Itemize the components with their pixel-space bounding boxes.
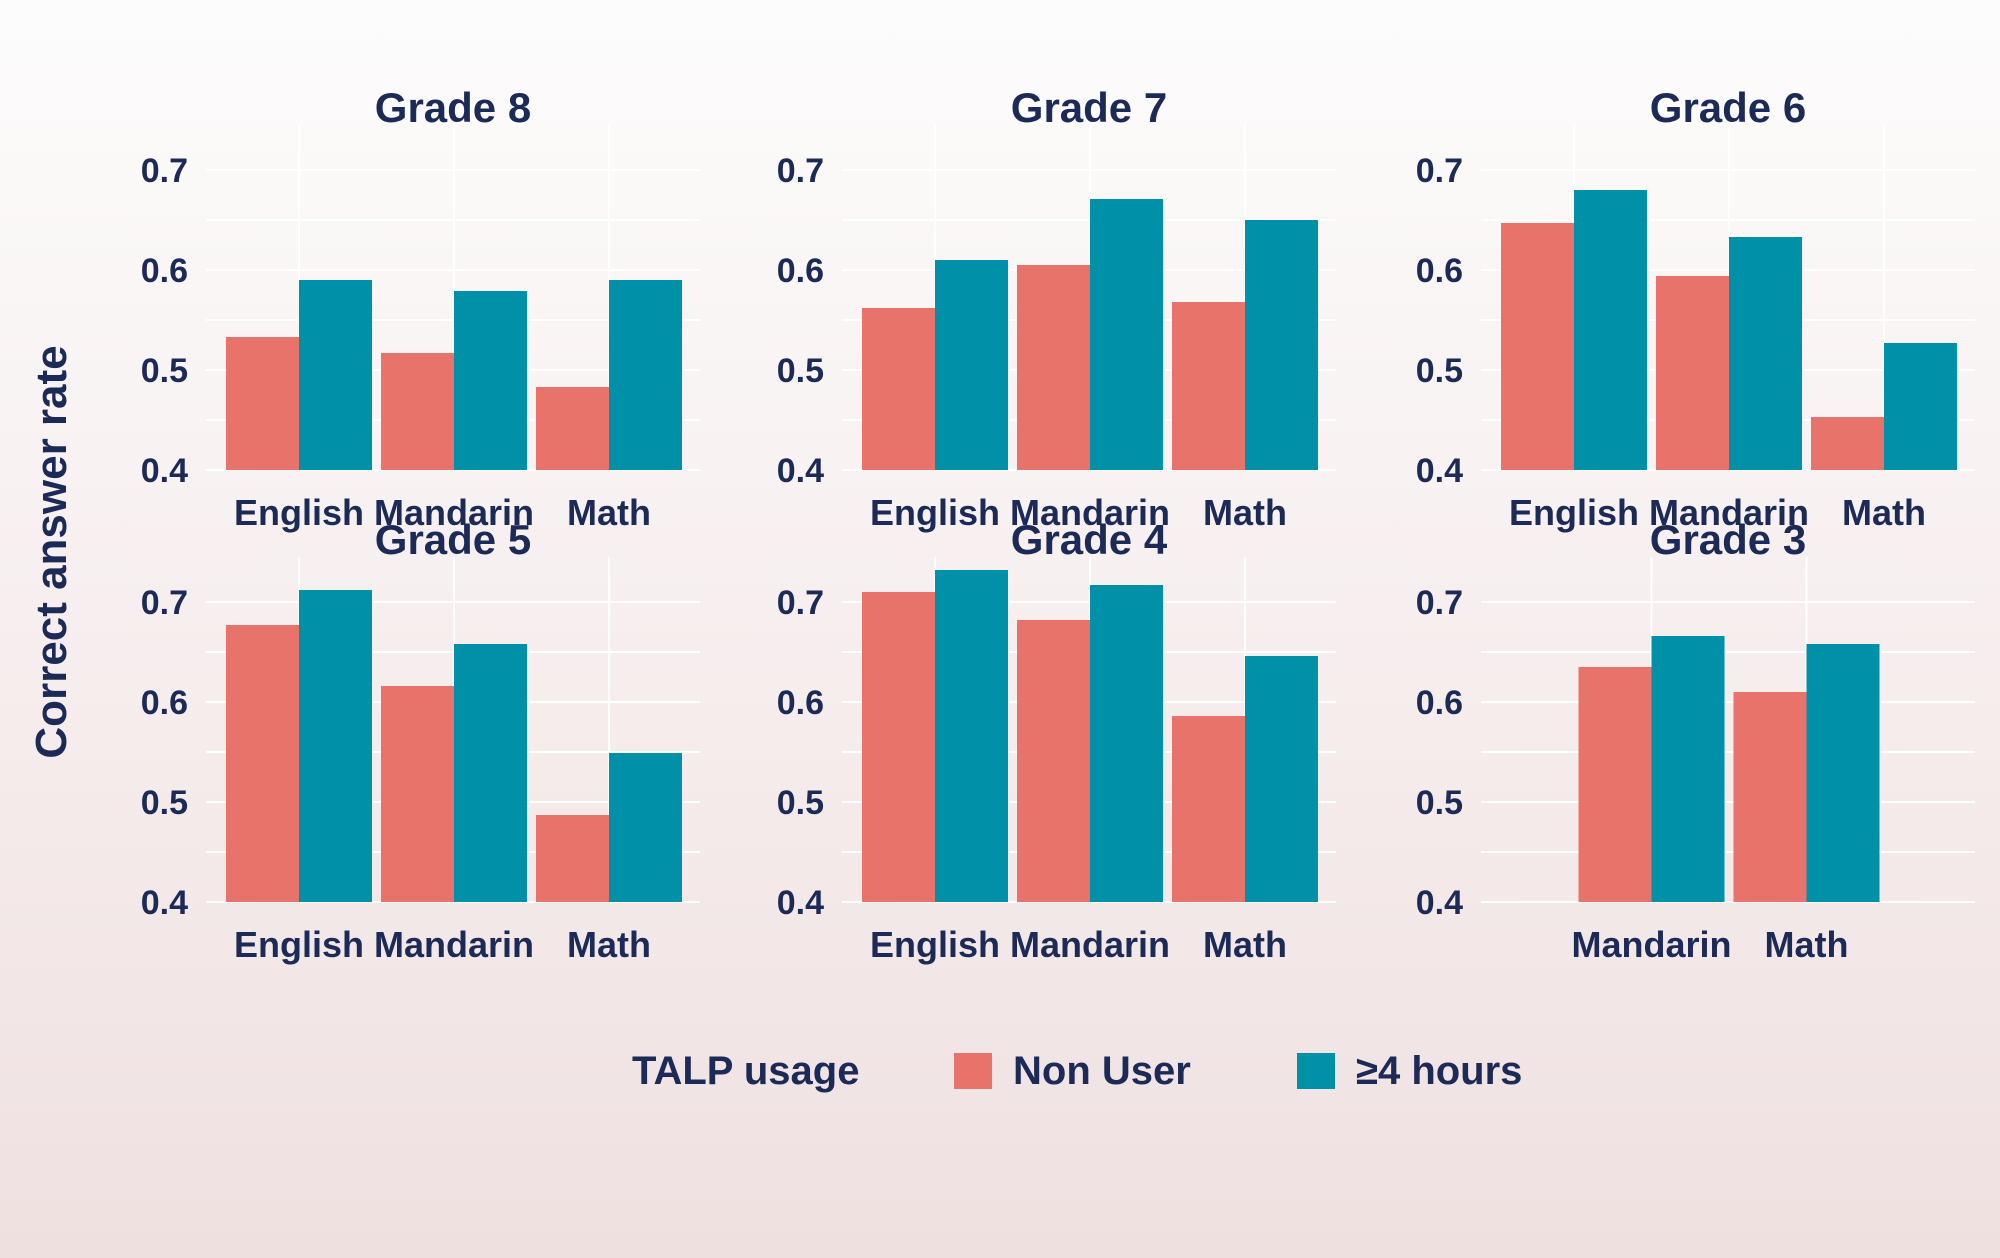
bar-non-user-english <box>226 337 299 470</box>
y-tick-label: 0.7 <box>777 584 824 622</box>
x-tick-label: Math <box>1203 924 1287 965</box>
bar-user-english <box>935 260 1008 470</box>
y-tick-label: 0.4 <box>1416 884 1463 922</box>
bar-user-mandarin <box>1729 237 1802 470</box>
bar-non-user-english <box>226 625 299 902</box>
bar-user-english <box>299 590 372 902</box>
y-axis-label: Correct answer rate <box>27 345 76 758</box>
panel-grade-3: Grade 3 0.4 0.5 0.6 0.7 Mandarin Math <box>1416 516 1975 965</box>
bar-non-user-english <box>1501 223 1574 470</box>
bar-user-math <box>1245 220 1318 470</box>
bar-non-user-mandarin <box>381 353 454 470</box>
bar-non-user-math <box>536 815 609 902</box>
bar-user-math <box>1245 656 1318 902</box>
y-tick-label: 0.4 <box>777 884 824 922</box>
y-tick-label: 0.5 <box>777 784 824 822</box>
legend: TALP usage Non User ≥4 hours <box>632 1049 1522 1093</box>
y-tick-label: 0.7 <box>777 152 824 190</box>
bar-non-user-math <box>536 387 609 470</box>
x-tick-label: Math <box>567 492 651 533</box>
x-tick-label: Mandarin <box>1010 492 1170 533</box>
bar-non-user-math <box>1811 417 1884 470</box>
y-tick-label: 0.6 <box>1416 252 1463 290</box>
legend-label-non-user: Non User <box>1013 1049 1191 1093</box>
panel-grade-5: Grade 5 0.4 0.5 0.6 0.7 English Mandarin Math <box>141 516 700 965</box>
bar-non-user-math <box>1733 692 1807 902</box>
panel-title: Grade 8 <box>375 84 531 131</box>
bar-user-math <box>609 280 682 470</box>
y-tick-label: 0.7 <box>141 152 188 190</box>
bar-non-user-math <box>1172 716 1245 902</box>
y-tick-label: 0.6 <box>141 252 188 290</box>
x-tick-label: Mandarin <box>1649 492 1809 533</box>
x-tick-label: English <box>234 492 364 533</box>
legend-swatch-non-user <box>954 1053 992 1089</box>
bar-user-mandarin <box>454 291 527 470</box>
panel-grade-4: Grade 4 0.4 0.5 0.6 0.7 English Mandarin Math <box>777 516 1336 965</box>
panel-title: Grade 7 <box>1011 84 1167 131</box>
y-tick-label: 0.6 <box>777 252 824 290</box>
bar-user-math <box>609 753 682 902</box>
y-tick-label: 0.4 <box>141 884 188 922</box>
bar-non-user-english <box>862 592 935 902</box>
bar-user-math <box>1884 343 1957 470</box>
y-tick-label: 0.5 <box>1416 784 1463 822</box>
y-tick-label: 0.6 <box>777 684 824 722</box>
y-tick-label: 0.6 <box>1416 684 1463 722</box>
legend-label-user: ≥4 hours <box>1356 1049 1522 1093</box>
bar-non-user-math <box>1172 302 1245 470</box>
bar-non-user-mandarin <box>1578 667 1652 902</box>
panel-grade-7: Grade 7 0.4 0.5 0.6 0.7 English Mandarin Math <box>777 84 1336 533</box>
x-tick-label: Mandarin <box>374 924 534 965</box>
panel-grade-8: Grade 8 0.4 0.5 0.6 0.7 English Mandarin Math <box>141 84 700 533</box>
x-tick-label: Mandarin <box>1571 924 1731 965</box>
panel-grade-6: Grade 6 0.4 0.5 0.6 0.7 English Mandarin Math <box>1416 84 1975 533</box>
bar-user-mandarin <box>1651 636 1725 902</box>
x-tick-label: Math <box>1842 492 1926 533</box>
bar-non-user-english <box>862 308 935 470</box>
y-tick-label: 0.5 <box>777 352 824 390</box>
bar-user-english <box>1574 190 1647 470</box>
x-tick-label: Mandarin <box>1010 924 1170 965</box>
x-tick-label: Math <box>1765 924 1849 965</box>
bar-non-user-mandarin <box>1017 620 1090 902</box>
bar-user-mandarin <box>454 644 527 902</box>
panel-title: Grade 5 <box>375 516 531 563</box>
x-tick-label: English <box>870 924 1000 965</box>
bar-user-english <box>299 280 372 470</box>
x-tick-label: English <box>1509 492 1639 533</box>
bar-user-mandarin <box>1090 199 1163 470</box>
bar-user-english <box>935 570 1008 902</box>
legend-swatch-user <box>1297 1053 1335 1089</box>
panel-title: Grade 6 <box>1650 84 1806 131</box>
bar-non-user-mandarin <box>1656 276 1729 470</box>
x-tick-label: Math <box>1203 492 1287 533</box>
x-tick-label: Mandarin <box>374 492 534 533</box>
y-tick-label: 0.4 <box>1416 452 1463 490</box>
y-tick-label: 0.5 <box>141 352 188 390</box>
y-tick-label: 0.4 <box>141 452 188 490</box>
y-tick-label: 0.5 <box>141 784 188 822</box>
panel-title: Grade 3 <box>1650 516 1806 563</box>
bar-non-user-mandarin <box>381 686 454 902</box>
x-tick-label: Math <box>567 924 651 965</box>
y-tick-label: 0.5 <box>1416 352 1463 390</box>
panel-title: Grade 4 <box>1011 516 1168 563</box>
y-tick-label: 0.6 <box>141 684 188 722</box>
bar-non-user-mandarin <box>1017 265 1090 470</box>
y-tick-label: 0.4 <box>777 452 824 490</box>
y-tick-label: 0.7 <box>141 584 188 622</box>
x-tick-label: English <box>234 924 364 965</box>
y-tick-label: 0.7 <box>1416 152 1463 190</box>
bar-user-mandarin <box>1090 585 1163 902</box>
x-tick-label: English <box>870 492 1000 533</box>
legend-title: TALP usage <box>632 1049 859 1093</box>
bar-user-math <box>1806 644 1880 902</box>
y-tick-label: 0.7 <box>1416 584 1463 622</box>
